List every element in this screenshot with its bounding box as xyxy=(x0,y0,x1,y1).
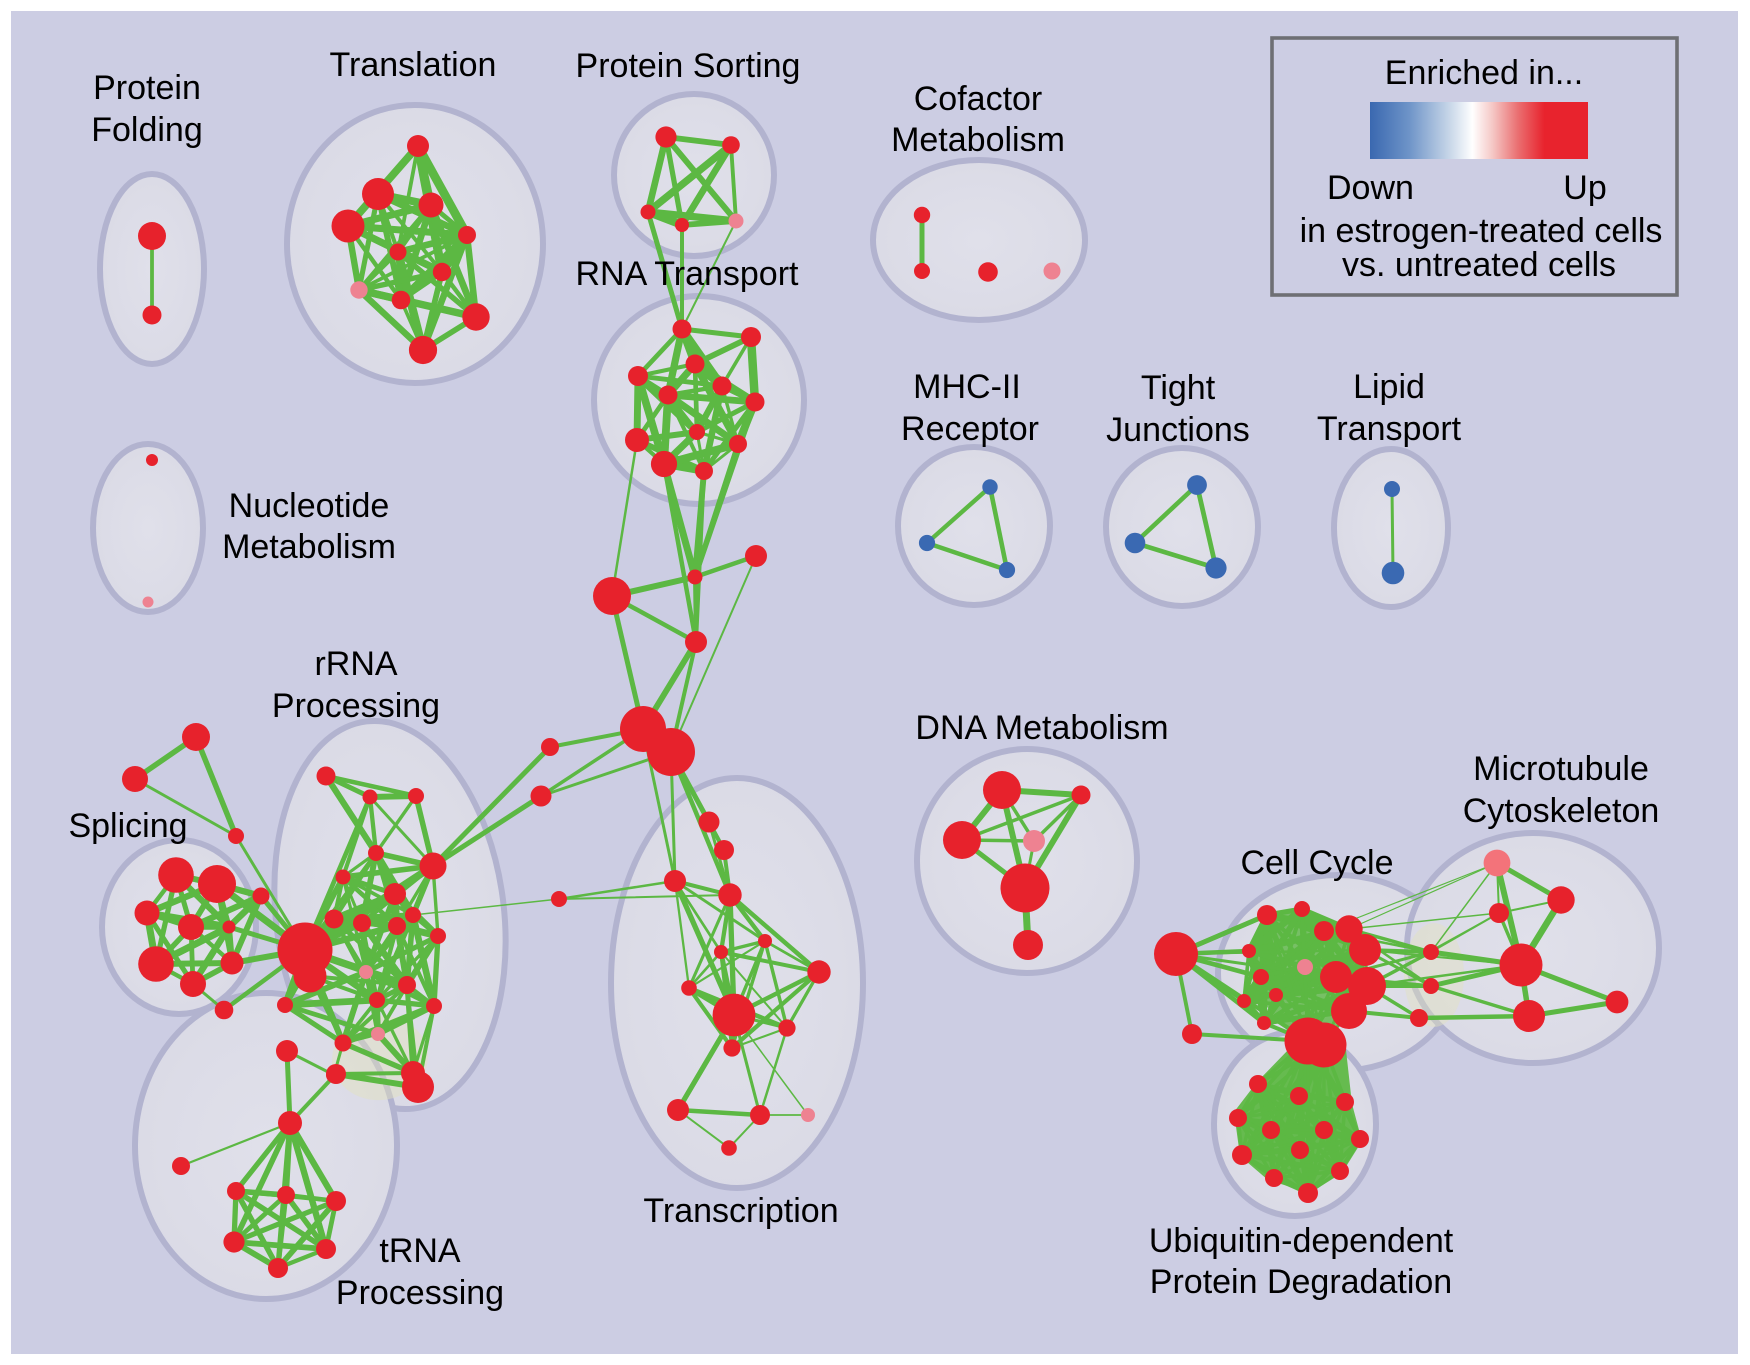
svg-text:Lipid: Lipid xyxy=(1353,368,1425,406)
svg-text:Ubiquitin-dependent: Ubiquitin-dependent xyxy=(1149,1222,1454,1260)
svg-text:Receptor: Receptor xyxy=(901,410,1039,448)
svg-text:Tight: Tight xyxy=(1141,369,1216,407)
svg-text:Processing: Processing xyxy=(336,1274,504,1312)
svg-text:Protein: Protein xyxy=(93,69,201,107)
svg-text:Processing: Processing xyxy=(272,687,440,725)
svg-text:Cofactor: Cofactor xyxy=(914,80,1043,118)
svg-text:DNA Metabolism: DNA Metabolism xyxy=(915,709,1168,747)
svg-text:Enriched in...: Enriched in... xyxy=(1385,54,1583,92)
svg-text:Transcription: Transcription xyxy=(643,1192,838,1230)
svg-text:Metabolism: Metabolism xyxy=(891,121,1065,159)
svg-text:Folding: Folding xyxy=(91,111,203,149)
svg-text:tRNA: tRNA xyxy=(379,1232,461,1270)
svg-text:Splicing: Splicing xyxy=(68,807,187,845)
svg-text:Translation: Translation xyxy=(330,46,497,84)
svg-text:rRNA: rRNA xyxy=(314,645,397,683)
svg-text:RNA Transport: RNA Transport xyxy=(576,255,800,293)
svg-text:in estrogen-treated cells: in estrogen-treated cells xyxy=(1300,212,1663,250)
svg-text:Junctions: Junctions xyxy=(1106,411,1250,449)
svg-text:vs. untreated cells: vs. untreated cells xyxy=(1342,246,1616,284)
svg-text:Transport: Transport xyxy=(1317,410,1462,448)
svg-text:Nucleotide: Nucleotide xyxy=(229,487,390,525)
svg-text:Protein Sorting: Protein Sorting xyxy=(576,47,801,85)
svg-text:Protein Degradation: Protein Degradation xyxy=(1150,1263,1452,1301)
svg-text:Up: Up xyxy=(1563,169,1606,207)
svg-text:Down: Down xyxy=(1327,169,1414,207)
svg-text:Microtubule: Microtubule xyxy=(1473,750,1649,788)
svg-text:Cytoskeleton: Cytoskeleton xyxy=(1463,792,1660,830)
svg-text:MHC-II: MHC-II xyxy=(913,368,1021,406)
svg-text:Cell Cycle: Cell Cycle xyxy=(1240,844,1393,882)
svg-text:Metabolism: Metabolism xyxy=(222,528,396,566)
